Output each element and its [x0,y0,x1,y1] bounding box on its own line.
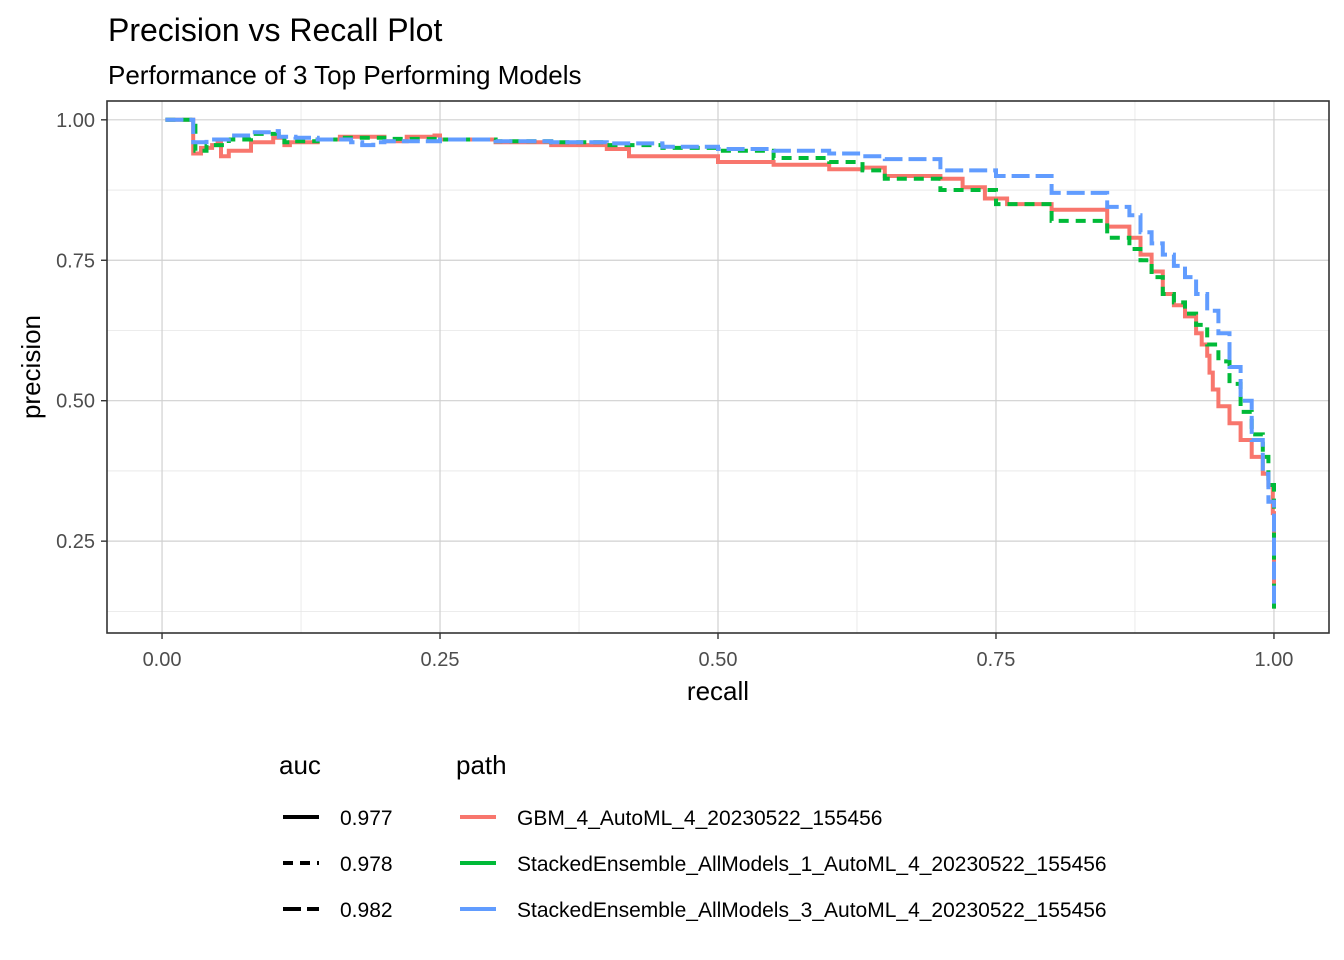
y-tick-label: 0.50 [56,391,95,413]
chart-title: Precision vs Recall Plot [108,12,442,48]
x-axis-title: recall [687,676,749,706]
x-tick-label: 0.00 [143,649,182,671]
chart-subtitle: Performance of 3 Top Performing Models [108,60,582,90]
y-tick-label: 0.75 [56,250,95,272]
gridlines [107,101,1329,633]
legend: auc path 0.977 0.978 0.982 GBM_4_AutoML_4_… [279,750,1107,922]
legend-auc-label: 0.978 [340,853,393,876]
series-layer [165,117,1276,609]
legend-path-label: StackedEnsemble_AllModels_3_AutoML_4_202… [517,899,1107,922]
series-line [165,117,1276,609]
x-tick-label: 0.75 [977,649,1016,671]
legend-auc-items: 0.977 0.978 0.982 [283,807,393,922]
y-axis-title: precision [16,315,46,419]
x-tick-label: 0.25 [421,649,460,671]
legend-path-items: GBM_4_AutoML_4_20230522_155456 StackedEns… [460,807,1107,922]
series-line [165,117,1276,609]
x-tick-label: 0.50 [699,649,738,671]
legend-path-label: GBM_4_AutoML_4_20230522_155456 [517,807,882,830]
legend-path-label: StackedEnsemble_AllModels_1_AutoML_4_202… [517,853,1107,876]
legend-path-title: path [456,750,507,780]
y-tick-label: 0.25 [56,531,95,553]
legend-auc-label: 0.982 [340,899,393,922]
legend-auc-label: 0.977 [340,807,393,830]
legend-auc-title: auc [279,750,321,780]
axis-ticks: 0.00 0.25 0.50 0.75 1.00 0.25 0.50 0.75 1.00 [56,110,1293,671]
y-tick-label: 1.00 [56,110,95,132]
x-tick-label: 1.00 [1254,649,1293,671]
